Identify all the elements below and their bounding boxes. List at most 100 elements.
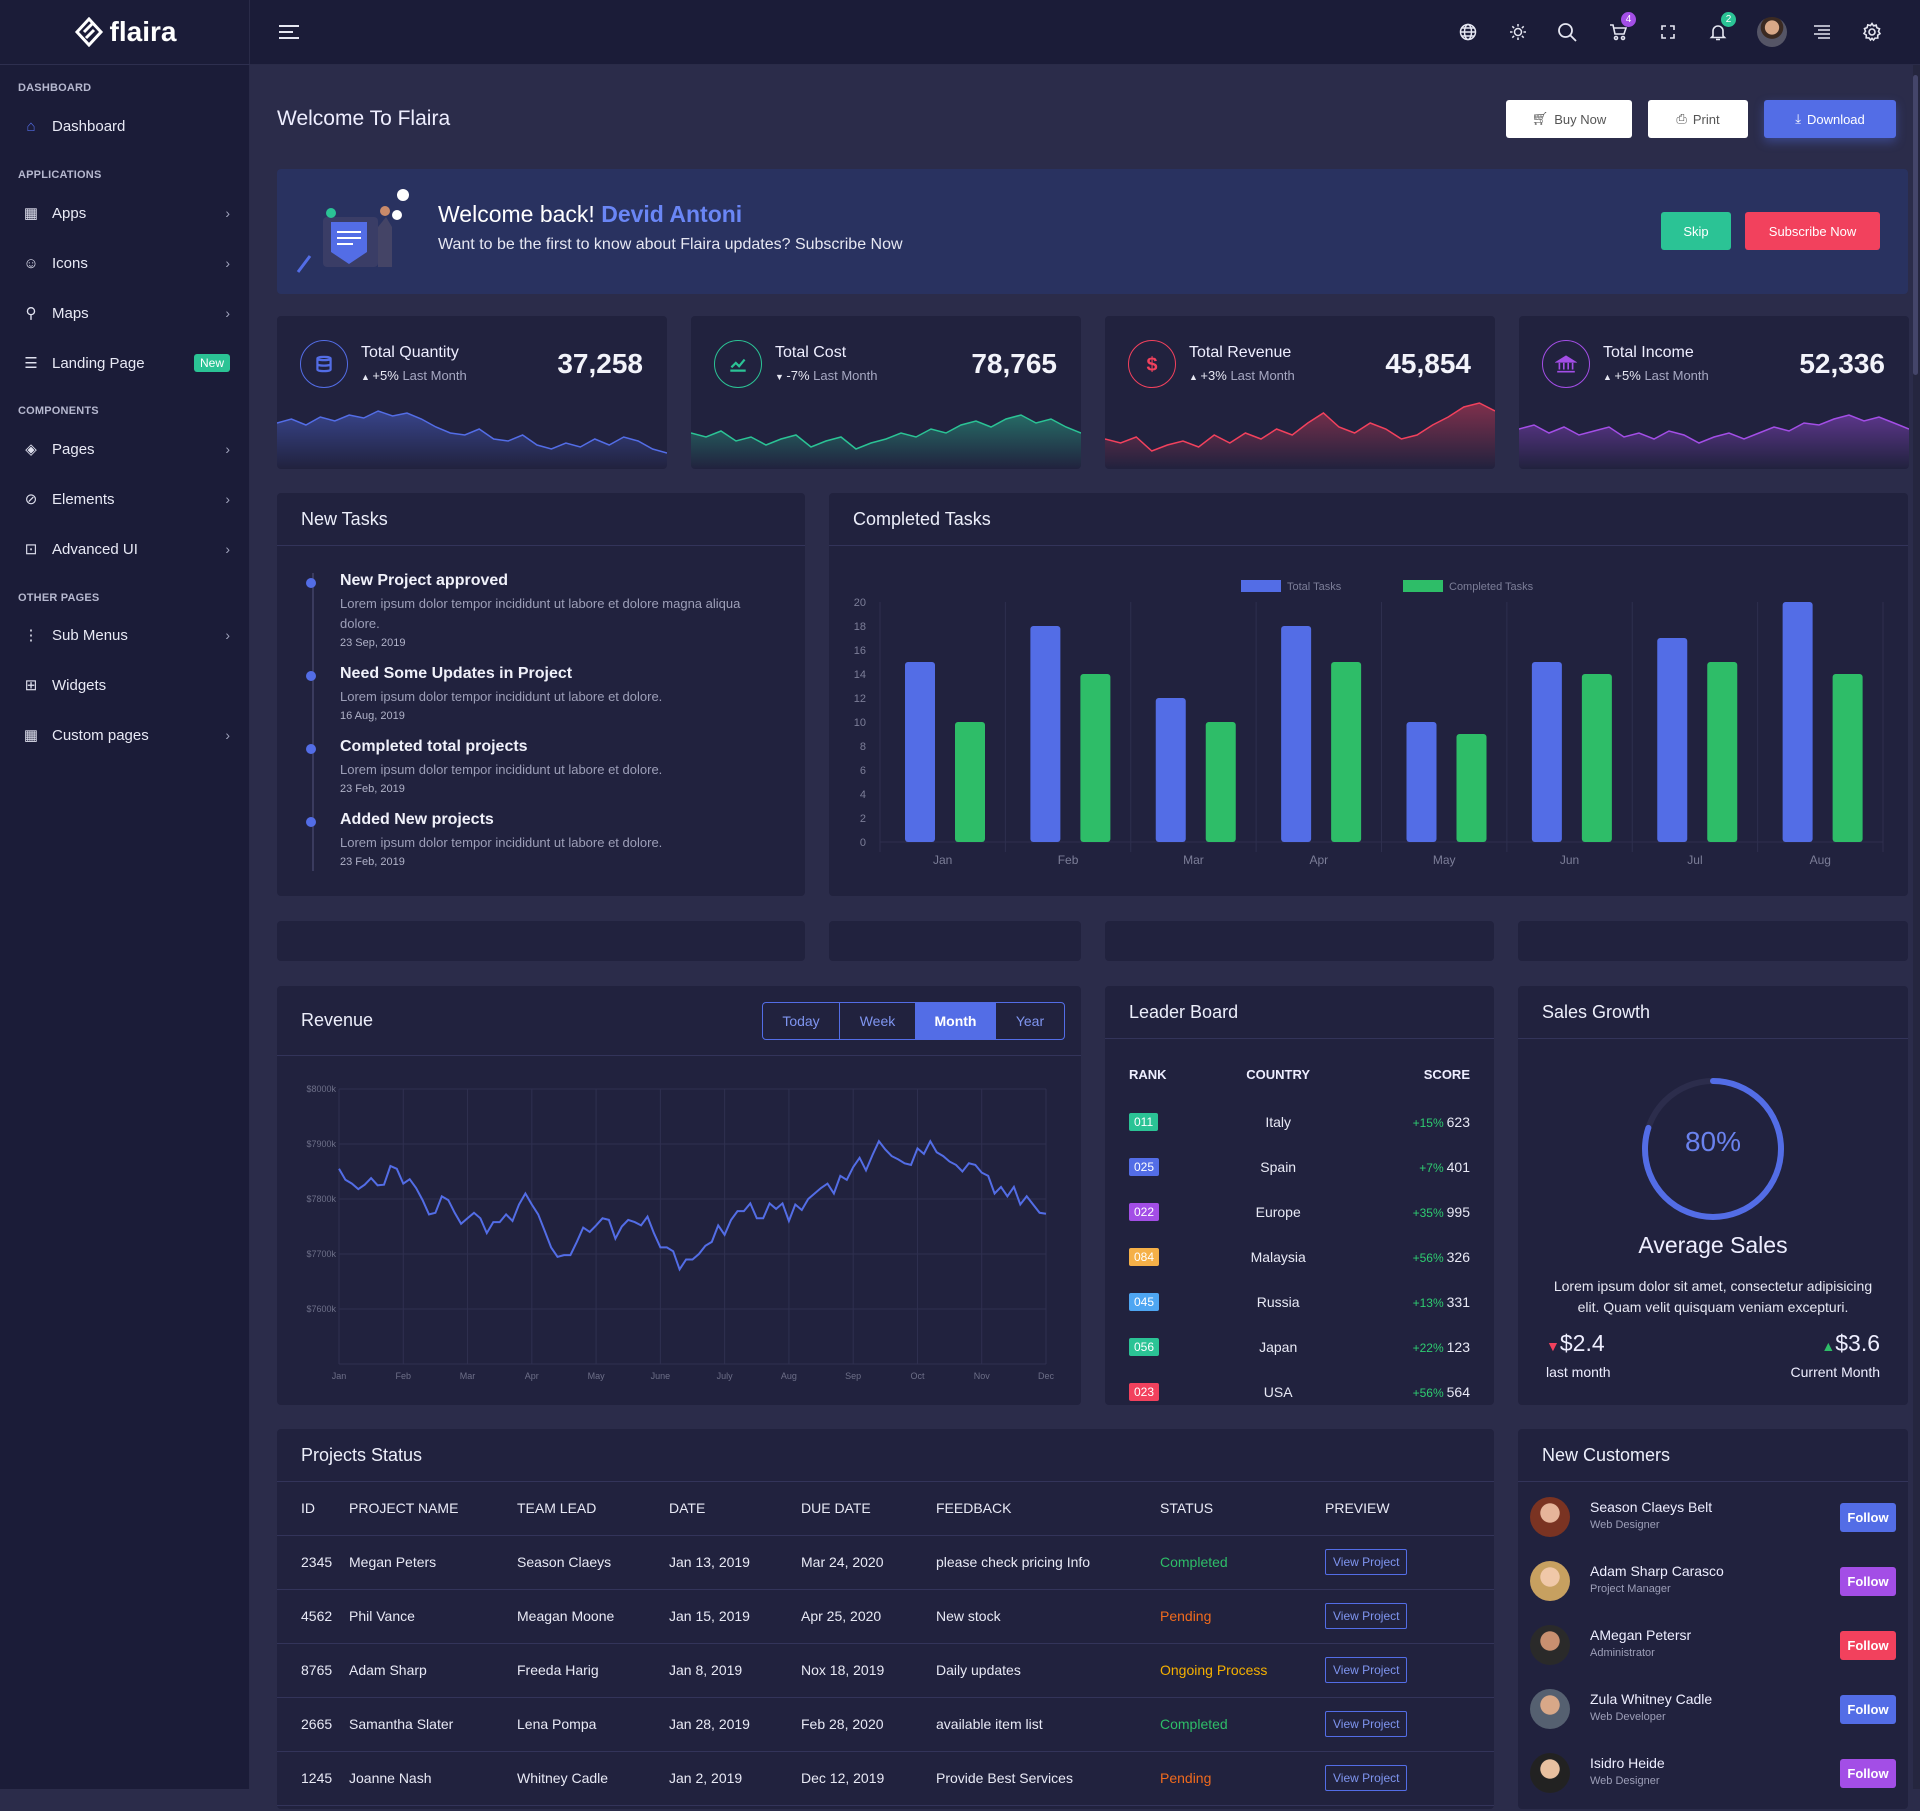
tab-year[interactable]: Year: [1015, 1013, 1045, 1029]
leader-board-card: Leader Board RANK COUNTRY SCORE 011 Italy…: [1105, 986, 1494, 1405]
sidebar-item-sub-menus[interactable]: ⋮ Sub Menus ›: [0, 615, 250, 655]
project-date: Jan 8, 2019: [669, 1643, 801, 1698]
bar-total-tasks: [1531, 662, 1562, 842]
caret-up-icon: ▲: [361, 372, 373, 382]
download-button[interactable]: ⤓ Download: [1764, 100, 1896, 138]
globe-icon[interactable]: [1456, 20, 1480, 44]
sparkline-chart: [277, 410, 667, 469]
score-change: +22%: [1412, 1340, 1444, 1355]
bar-completed-tasks: [1331, 662, 1362, 842]
subscribe-button[interactable]: Subscribe Now: [1745, 212, 1880, 250]
sparkline-area: [277, 411, 667, 469]
stat-period: Last Month: [813, 368, 878, 383]
new-tasks-card: New Tasks New Project approved Lorem ipsu…: [277, 493, 805, 896]
bar-completed-tasks: [1205, 722, 1236, 842]
stat-change: ▼ -7% Last Month: [775, 368, 878, 383]
sidebar-item-dashboard[interactable]: ⌂ Dashboard: [0, 106, 250, 146]
y-tick-label: 6: [860, 765, 866, 777]
search-icon[interactable]: [1555, 20, 1579, 44]
chevron-right-icon: ›: [225, 491, 230, 507]
grid-icon: ▦: [23, 205, 39, 222]
y-tick-label: 4: [860, 789, 866, 801]
buy-now-button[interactable]: 🛒︎ Buy Now: [1506, 100, 1632, 138]
customer-avatar: [1530, 1753, 1570, 1793]
project-row: 8765 Adam Sharp Freeda Harig Jan 8, 2019 Nox…: [277, 1643, 1494, 1698]
y-tick-label: $8000k: [306, 1084, 336, 1094]
align-right-icon[interactable]: [1810, 20, 1834, 44]
view-project-button[interactable]: View Project: [1325, 1765, 1408, 1791]
project-row: 4562 Phil Vance Meagan Moone Jan 15, 2019 Ap…: [277, 1589, 1494, 1644]
section-applications: APPLICATIONS: [18, 169, 102, 181]
view-project-button[interactable]: View Project: [1325, 1657, 1408, 1683]
follow-button[interactable]: Follow: [1840, 1695, 1896, 1724]
print-button[interactable]: ⎙ Print: [1648, 100, 1748, 138]
x-tick-label: Mar: [1183, 853, 1204, 867]
stat-value: 52,336: [1799, 348, 1885, 379]
sitemap-icon: ⋮: [23, 627, 39, 644]
col-id: ID: [277, 1482, 349, 1536]
caret-up-icon: ▲: [1189, 372, 1201, 382]
sidebar-item-custom-pages[interactable]: ▦ Custom pages ›: [0, 715, 250, 755]
fullscreen-icon[interactable]: [1656, 20, 1680, 44]
stat-change: ▲ +5% Last Month: [1603, 368, 1709, 383]
sidebar-item-elements[interactable]: ⊘ Elements ›: [0, 479, 250, 519]
skip-button[interactable]: Skip: [1661, 212, 1731, 250]
view-project-button[interactable]: View Project: [1325, 1603, 1408, 1629]
sidebar-item-pages[interactable]: ◈ Pages ›: [0, 429, 250, 469]
bell-icon[interactable]: 2: [1706, 12, 1736, 44]
sidebar-item-apps[interactable]: ▦ Apps ›: [0, 193, 250, 233]
sun-icon[interactable]: [1506, 20, 1530, 44]
customer-avatar: [1530, 1689, 1570, 1729]
customer-name: Zula Whitney Cadle: [1590, 1691, 1713, 1707]
settings-gear-icon[interactable]: [1860, 20, 1884, 44]
score-change: +15%: [1412, 1115, 1444, 1130]
bar-total-tasks: [1155, 698, 1186, 842]
view-project-button[interactable]: View Project: [1325, 1549, 1408, 1575]
sales-growth-card: Sales Growth 80% Average Sales Lorem ips…: [1518, 986, 1908, 1405]
tab-month[interactable]: Month: [916, 1003, 996, 1039]
sidebar-item-label: Icons: [52, 254, 88, 272]
revenue-line: [338, 1139, 1047, 1272]
x-tick-label: Jan: [933, 853, 952, 867]
scrollbar[interactable]: [1913, 65, 1920, 1789]
follow-button[interactable]: Follow: [1840, 1503, 1896, 1532]
tab-week[interactable]: Week: [840, 1003, 916, 1039]
sidebar-item-landing-page[interactable]: ☰ Landing Page New: [0, 343, 250, 383]
project-name: Joanne Nash: [349, 1751, 517, 1806]
cart-icon[interactable]: 4: [1606, 12, 1636, 44]
project-date: Jan 13, 2019: [669, 1535, 801, 1590]
tab-today[interactable]: Today: [763, 1003, 840, 1039]
customer-item: Isidro Heide Web Designer Follow: [1518, 1747, 1908, 1811]
project-date: Jan 28, 2019: [669, 1697, 801, 1752]
stat-period: Last Month: [1644, 368, 1709, 383]
user-avatar[interactable]: [1757, 17, 1787, 47]
view-project-button[interactable]: View Project: [1325, 1711, 1408, 1737]
sidebar-item-advanced-ui[interactable]: ⊡ Advanced UI ›: [0, 529, 250, 569]
follow-button[interactable]: Follow: [1840, 1567, 1896, 1596]
leader-row: 022 Europe +35% 995: [1129, 1189, 1470, 1234]
revenue-period-tabs: Today Week Month Year: [762, 1002, 1065, 1040]
follow-button[interactable]: Follow: [1840, 1759, 1896, 1788]
sidebar-item-icons[interactable]: ☺ Icons ›: [0, 243, 250, 283]
stat-period: Last Month: [1230, 368, 1295, 383]
scrollbar-thumb[interactable]: [1913, 75, 1918, 375]
bar-completed-tasks: [1080, 674, 1111, 842]
col-rank: RANK: [1129, 1066, 1167, 1082]
y-tick-label: $7600k: [306, 1304, 336, 1314]
legend-swatch: [1403, 580, 1443, 592]
country: Europe: [1255, 1203, 1301, 1220]
sidebar-item-maps[interactable]: ⚲ Maps ›: [0, 293, 250, 333]
project-date: Jan 2, 2019: [669, 1751, 801, 1806]
menu-toggle-icon[interactable]: [277, 20, 301, 44]
customer-name: AMegan Petersr: [1590, 1627, 1692, 1643]
revenue-title: Revenue: [277, 986, 1081, 1056]
sparkline-chart: [1519, 414, 1909, 469]
project-feedback: Provide Best Services: [936, 1751, 1160, 1806]
leader-row: 023 USA +56% 564: [1129, 1369, 1470, 1414]
customer-role: Web Developer: [1590, 1711, 1666, 1723]
follow-button[interactable]: Follow: [1840, 1631, 1896, 1660]
legend-label: Total Tasks: [1287, 581, 1342, 593]
sidebar-item-widgets[interactable]: ⊞ Widgets: [0, 665, 250, 705]
brand-logo[interactable]: flaira: [0, 0, 250, 65]
stat-change: ▲ +3% Last Month: [1189, 368, 1295, 383]
